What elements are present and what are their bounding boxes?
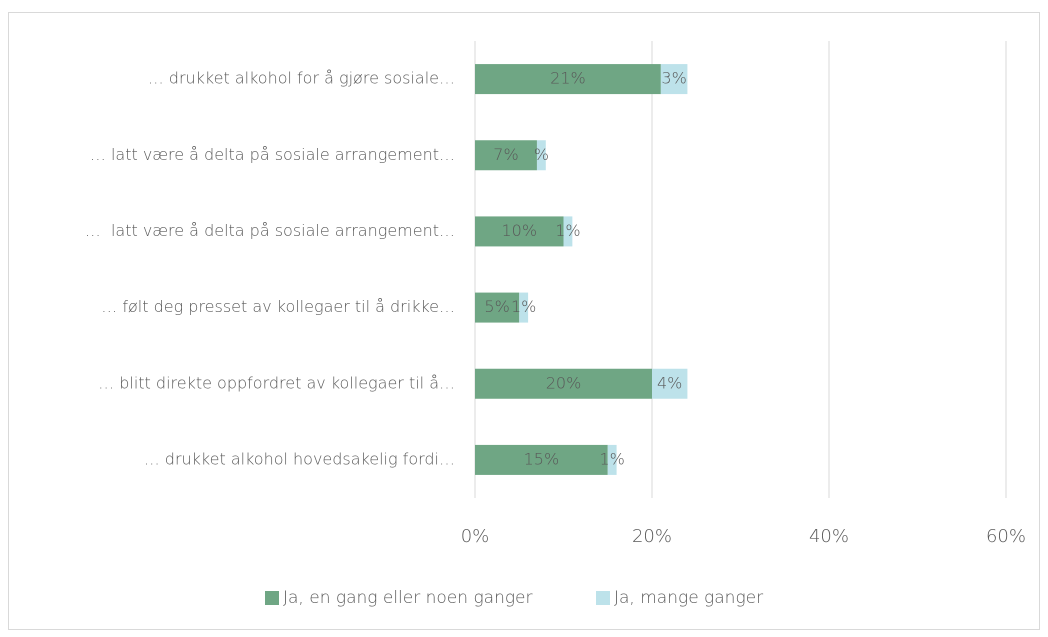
bar-segment (536, 140, 546, 171)
y-tick-label: … blitt direkte oppfordret av kollegaer … (98, 373, 455, 392)
bar-segment (475, 64, 661, 95)
legend-swatch (265, 591, 279, 605)
legend-label: Ja, mange ganger (614, 588, 763, 608)
bar-segment (563, 216, 573, 247)
x-tick-label: 20% (632, 526, 672, 547)
data-label: 7% (493, 145, 518, 164)
data-label: 5% (484, 297, 509, 316)
bar-segment (607, 444, 617, 475)
data-label: 4% (657, 373, 682, 392)
data-label: 10% (501, 221, 537, 240)
data-label: 1% (555, 221, 580, 240)
bar-segment (475, 292, 520, 323)
data-label: 1% (599, 449, 624, 468)
legend-swatch (596, 591, 610, 605)
y-tick-label: … følt deg presset av kollegaer til å dr… (101, 297, 455, 316)
y-tick-label: … latt være å delta på sosiale arrangeme… (85, 221, 455, 240)
data-label: % (534, 145, 549, 164)
bar-segment (519, 292, 529, 323)
data-label: 15% (524, 449, 560, 468)
x-tick-label: 60% (986, 526, 1026, 547)
data-label: 3% (661, 69, 686, 88)
bar-segment (652, 368, 688, 399)
bar-segment (475, 216, 564, 247)
legend-label: Ja, en gang eller noen ganger (283, 588, 533, 608)
y-tick-label: … latt være å delta på sosiale arrangeme… (90, 145, 455, 164)
y-tick-label: … drukket alkohol for å gjøre sosiale… (148, 69, 455, 88)
bar-segment (475, 444, 608, 475)
bar-segment (475, 140, 537, 171)
bar-segment (660, 64, 688, 95)
data-label: 20% (546, 373, 582, 392)
data-label: 21% (550, 69, 586, 88)
data-label: 1% (511, 297, 536, 316)
x-tick-label: 40% (809, 526, 849, 547)
bar-segment (475, 368, 652, 399)
y-tick-label: … drukket alkohol hovedsakelig fordi… (144, 449, 455, 468)
x-tick-label: 0% (461, 526, 490, 547)
